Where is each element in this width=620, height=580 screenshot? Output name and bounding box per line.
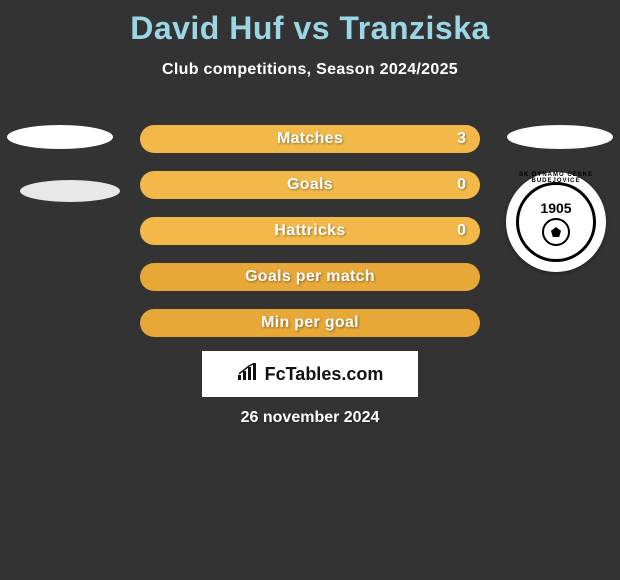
stat-row-goals-per-match: Goals per match — [140, 263, 480, 291]
stat-label: Matches — [277, 130, 343, 148]
football-icon — [542, 218, 570, 246]
stat-row-goals: Goals 0 — [140, 171, 480, 199]
badge-inner-circle: 1905 — [516, 182, 596, 262]
page-subtitle: Club competitions, Season 2024/2025 — [0, 61, 620, 79]
badge-year: 1905 — [540, 200, 571, 216]
left-avatar-placeholder-2 — [20, 180, 120, 202]
left-avatar-placeholder-1 — [7, 125, 113, 149]
bar-chart-icon — [237, 363, 259, 386]
stat-value: 0 — [457, 176, 466, 194]
stat-row-min-per-goal: Min per goal — [140, 309, 480, 337]
stat-label: Goals — [287, 176, 333, 194]
date-text: 26 november 2024 — [0, 409, 620, 427]
footer-brand-text: FcTables.com — [265, 364, 384, 385]
stat-label: Min per goal — [261, 314, 359, 332]
stat-value: 0 — [457, 222, 466, 240]
stat-row-matches: Matches 3 — [140, 125, 480, 153]
footer-brand-box: FcTables.com — [202, 351, 418, 397]
stat-label: Goals per match — [245, 268, 375, 286]
stat-label: Hattricks — [274, 222, 345, 240]
stat-row-hattricks: Hattricks 0 — [140, 217, 480, 245]
club-badge: SK DYNAMO CESKE BUDEJOVICE 1905 — [506, 172, 606, 272]
badge-outer-circle: SK DYNAMO CESKE BUDEJOVICE 1905 — [506, 172, 606, 272]
stat-rows: Matches 3 Goals 0 Hattricks 0 Goals per … — [140, 125, 480, 355]
page-title: David Huf vs Tranziska — [0, 0, 620, 47]
right-avatar-placeholder — [507, 125, 613, 149]
stat-value: 3 — [457, 130, 466, 148]
